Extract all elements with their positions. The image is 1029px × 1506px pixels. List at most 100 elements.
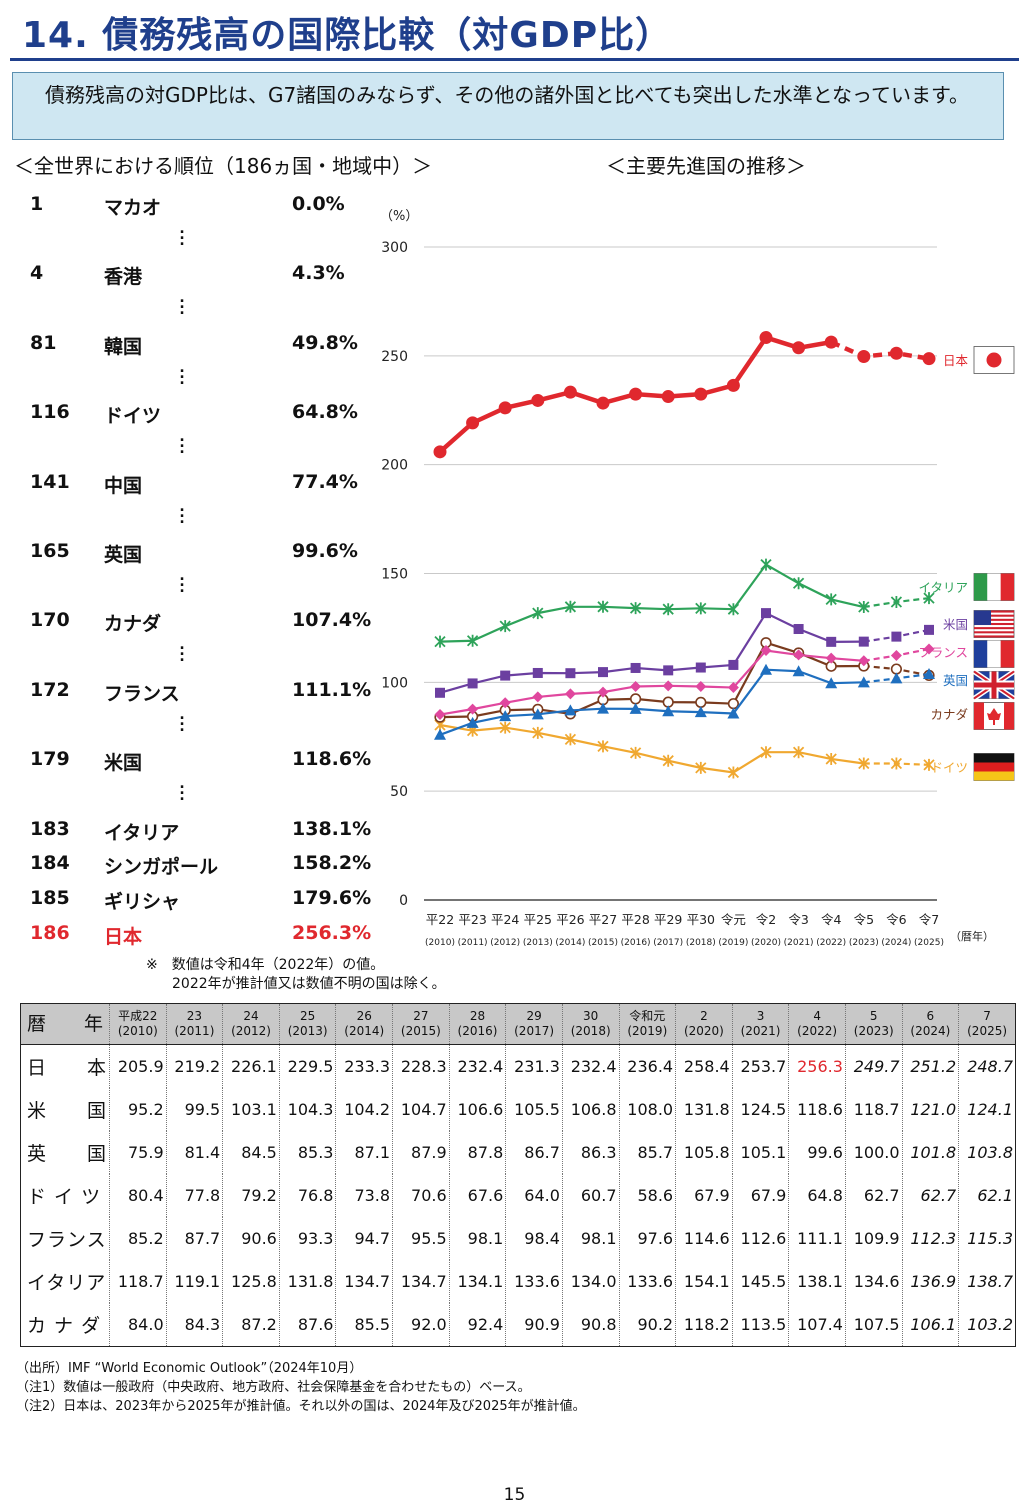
y-tick-label: 150 xyxy=(381,567,408,583)
table-row-label: 米 国 xyxy=(19,1088,110,1131)
table-column-header: 7 (2025) xyxy=(958,1003,1016,1045)
table-cell: 106.1 xyxy=(901,1303,959,1347)
data-point xyxy=(792,665,805,677)
data-point xyxy=(532,691,544,703)
data-point xyxy=(467,703,479,715)
ranking-country: ギリシャ xyxy=(104,891,181,913)
x-tick-year: (2017) xyxy=(653,938,683,948)
flag-stripe xyxy=(987,640,1001,668)
data-point xyxy=(662,705,675,717)
x-tick-label: 平30 xyxy=(687,912,715,927)
ranking-value: 77.4% xyxy=(292,471,358,493)
data-point xyxy=(499,721,511,734)
data-point xyxy=(824,335,838,349)
table-cell: 87.1 xyxy=(335,1131,393,1174)
table-cell: 90.9 xyxy=(505,1303,563,1347)
table-cell: 114.6 xyxy=(675,1217,733,1260)
table-cell: 112.3 xyxy=(901,1217,959,1260)
ranking-value: 0.0% xyxy=(292,193,345,215)
title-underline xyxy=(10,58,1019,61)
data-point xyxy=(727,766,740,779)
x-tick-label: 平22 xyxy=(426,912,454,927)
data-point xyxy=(694,706,707,718)
ranking-rank: 165 xyxy=(30,540,70,562)
data-point xyxy=(531,708,544,720)
page-title: 14. 債務残高の国際比較（対GDP比） xyxy=(22,15,673,56)
table-column-header: 4 (2022) xyxy=(788,1003,846,1045)
table-column-header: 28 (2016) xyxy=(448,1003,506,1045)
table-cell: 229.5 xyxy=(278,1044,336,1088)
table-cell: 85.7 xyxy=(618,1131,676,1174)
ranking-country: カナダ xyxy=(104,613,162,635)
data-point xyxy=(694,387,708,401)
table-cell: 232.4 xyxy=(561,1044,619,1088)
data-point xyxy=(433,445,447,459)
series-japan: 日本 xyxy=(433,331,1015,459)
table-column-header: 26 (2014) xyxy=(335,1003,393,1045)
x-tick-label: 令元 xyxy=(721,912,746,927)
table-cell: 85.2 xyxy=(109,1217,167,1260)
flag-stripe xyxy=(974,753,1014,763)
x-tick-year: (2021) xyxy=(784,938,814,948)
table-cell: 105.5 xyxy=(505,1088,563,1131)
x-tick-label: 平29 xyxy=(654,912,682,927)
data-point xyxy=(564,600,577,613)
table-column-header: 24 (2012) xyxy=(222,1003,280,1045)
table-cell: 231.3 xyxy=(505,1044,563,1088)
y-axis-label: （%） xyxy=(380,209,418,224)
ellipsis-vertical: ... xyxy=(179,499,185,527)
x-tick-year: (2012) xyxy=(490,938,520,948)
table-cell: 256.3 xyxy=(788,1044,846,1088)
data-point xyxy=(532,726,544,739)
table-cell: 64.0 xyxy=(505,1174,563,1217)
table-cell: 80.4 xyxy=(109,1174,167,1217)
table-cell: 84.3 xyxy=(165,1303,223,1347)
table-row: カ ナ ダ 84.0 84.3 87.2 87.6 85.5 92.0 92.4 90.9 90.… xyxy=(19,1303,1016,1347)
table-cell: 87.8 xyxy=(448,1131,506,1174)
table-cell: 226.1 xyxy=(222,1044,280,1088)
data-point xyxy=(499,710,512,722)
data-point xyxy=(924,624,934,635)
x-tick-year: (2023) xyxy=(849,938,879,948)
data-point xyxy=(597,686,609,698)
table-cell: 84.0 xyxy=(109,1303,167,1347)
table-column-header: 6 (2024) xyxy=(901,1003,959,1045)
data-point xyxy=(695,680,707,692)
table-cell: 219.2 xyxy=(165,1044,223,1088)
table-column-header: 5 (2023) xyxy=(844,1003,903,1045)
data-point xyxy=(923,643,935,655)
data-point xyxy=(793,624,804,635)
table-column-header: 2 (2020) xyxy=(675,1003,733,1045)
data-point xyxy=(726,378,740,392)
table-cell: 119.1 xyxy=(165,1260,223,1303)
table-body: 日 本 205.9 219.2 226.1 229.5 233.3 228.3 232.4 23… xyxy=(19,1044,1016,1347)
data-point xyxy=(857,676,870,688)
ranking-rank: 183 xyxy=(30,818,70,840)
ranking-note-line1: ※ 数値は令和4年（2022年）の値。 xyxy=(146,957,385,973)
ranking-country: 韓国 xyxy=(104,336,143,358)
flag-cross xyxy=(974,682,1014,688)
data-point xyxy=(434,728,446,740)
table-cell: 134.6 xyxy=(844,1260,903,1303)
table-cell: 134.7 xyxy=(335,1260,393,1303)
table-row: 英 国 75.9 81.4 84.5 85.3 87.1 87.9 87.8 86.7 86.3 8… xyxy=(19,1131,1016,1174)
table-cell: 98.4 xyxy=(505,1217,563,1260)
data-point xyxy=(760,746,772,759)
table-cell: 94.7 xyxy=(335,1217,393,1260)
data-point xyxy=(760,558,772,571)
data-point xyxy=(467,678,478,689)
data-point xyxy=(889,346,903,360)
data-point xyxy=(532,607,544,620)
table-cell: 118.7 xyxy=(844,1088,903,1131)
table-cell: 67.9 xyxy=(731,1174,789,1217)
data-point xyxy=(629,702,642,714)
ranking-value: 4.3% xyxy=(292,262,345,284)
table-cell: 100.0 xyxy=(844,1131,903,1174)
table-cell: 92.0 xyxy=(392,1303,450,1347)
series-line xyxy=(439,563,865,643)
x-axis-label: （暦年） xyxy=(950,929,994,943)
flag-stripe xyxy=(974,771,1014,781)
data-point xyxy=(759,331,773,345)
table-cell: 98.1 xyxy=(448,1217,506,1260)
x-tick-year: (2011) xyxy=(458,938,488,948)
